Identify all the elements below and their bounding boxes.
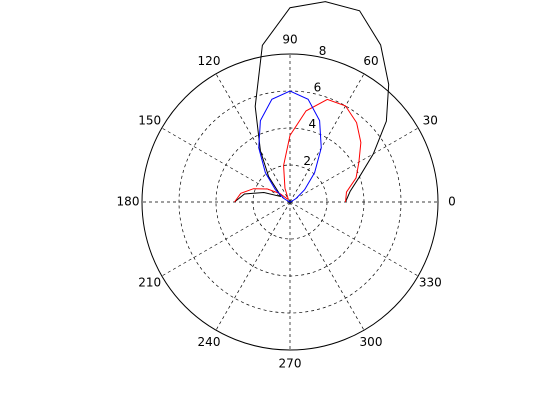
spoke-grid-line [215, 201, 291, 331]
angle-tick-label: 300 [360, 335, 383, 349]
angle-tick-label: 120 [198, 54, 221, 68]
angle-tick-label: 60 [363, 54, 378, 68]
radial-tick-label: 6 [314, 81, 322, 95]
angle-tick-label: 150 [138, 114, 161, 128]
polar-curve [234, 98, 362, 203]
angle-tick-label: 210 [138, 276, 161, 290]
radial-tick-label: 8 [319, 44, 327, 58]
polar-curve [258, 90, 322, 203]
angle-tick-label: 180 [117, 195, 140, 209]
angle-tick-label: 90 [282, 33, 297, 47]
spoke-grid-line [289, 201, 365, 331]
radial-tick-label: 2 [303, 154, 311, 168]
spoke-grid-line [289, 127, 419, 203]
radial-tick-label: 4 [308, 117, 316, 131]
spoke-grid-line [215, 73, 291, 203]
angle-tick-label: 270 [279, 357, 302, 371]
ring-grid-line [215, 127, 365, 277]
ring-grid-line [252, 164, 328, 240]
angle-tick-label: 0 [448, 195, 456, 209]
angle-tick-label: 240 [198, 335, 221, 349]
angle-tick-label: 30 [423, 114, 438, 128]
polar-curve [234, 1, 390, 203]
angle-tick-label: 330 [419, 276, 442, 290]
outer-ring [141, 53, 439, 351]
